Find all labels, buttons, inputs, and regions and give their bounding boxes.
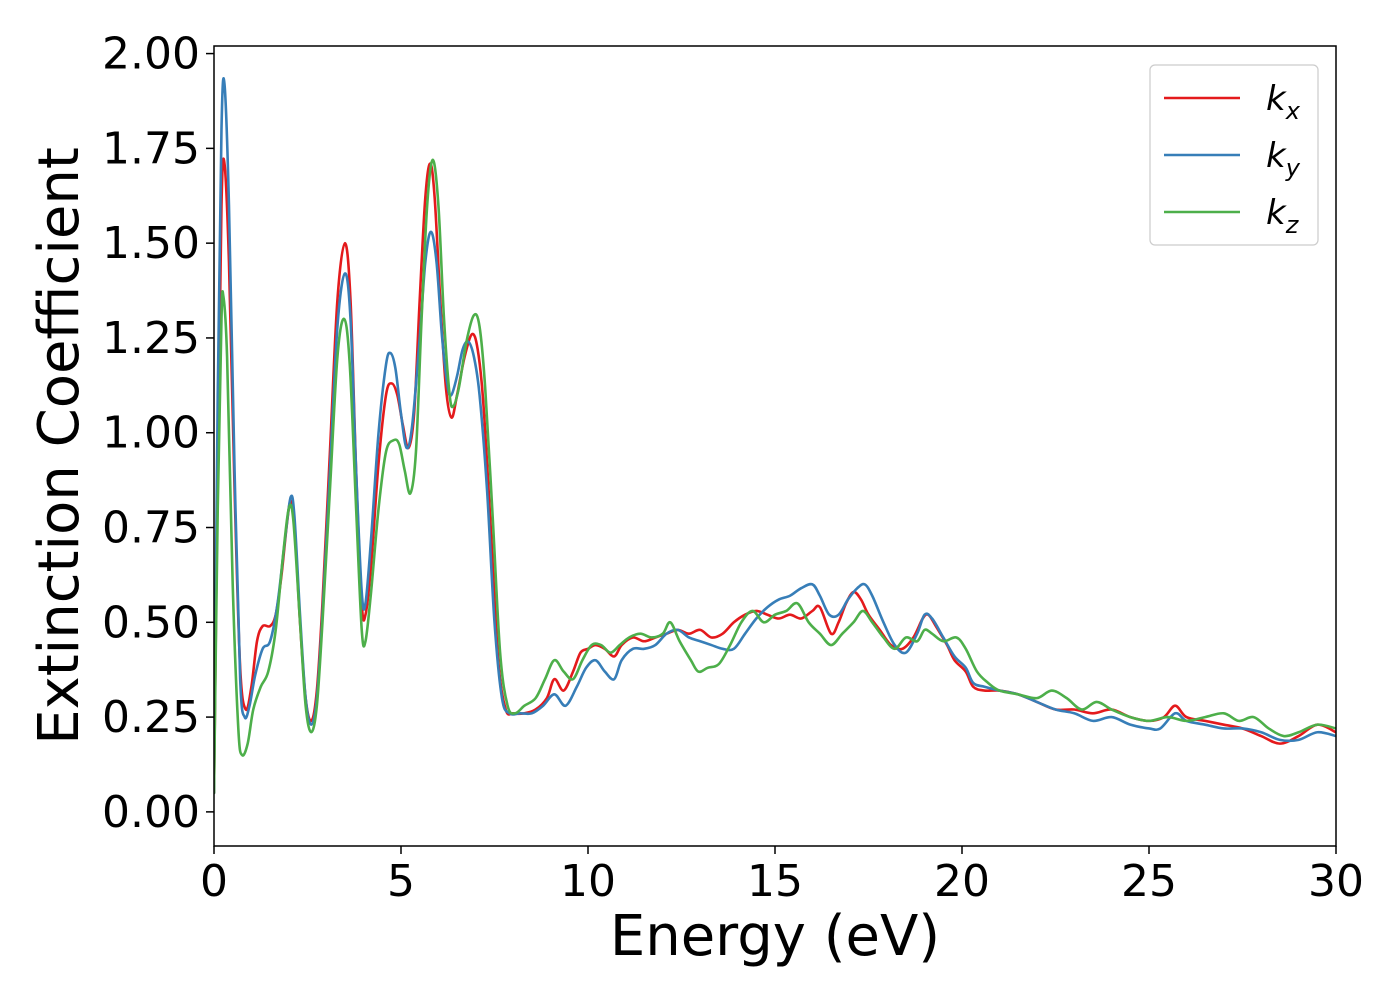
y-tick-label: 0.50 [102, 597, 200, 648]
y-tick-label: 1.75 [102, 123, 200, 174]
x-tick-label: 5 [387, 856, 415, 907]
series-line-kz [214, 158, 1336, 795]
y-tick-label: 0.25 [102, 692, 200, 743]
legend: kx ky kz [1149, 64, 1319, 246]
x-tick-label: 25 [1121, 856, 1177, 907]
x-tick-label: 30 [1308, 856, 1364, 907]
y-tick-label: 2.00 [102, 29, 200, 80]
x-axis-ticks: 0 5 10 15 20 25 30 [200, 846, 1364, 907]
y-axis-ticks: 0.00 0.25 0.50 0.75 1.00 1.25 1.50 1.75 2.00 [102, 29, 214, 838]
y-axis-label: Extinction Coefficient [27, 147, 92, 745]
x-tick-label: 15 [747, 856, 803, 907]
x-tick-label: 20 [934, 856, 990, 907]
legend-label-kx: kx [1266, 79, 1301, 125]
legend-label-kz: kz [1266, 193, 1300, 239]
plot-lines [214, 77, 1336, 795]
x-axis-label: Energy (eV) [610, 904, 940, 969]
y-tick-label: 0.75 [102, 503, 200, 554]
y-tick-label: 1.00 [102, 408, 200, 459]
y-tick-label: 1.50 [102, 218, 200, 269]
x-tick-label: 10 [560, 856, 616, 907]
legend-label-ky: ky [1266, 136, 1301, 182]
y-tick-label: 0.00 [102, 787, 200, 838]
x-tick-label: 0 [200, 856, 228, 907]
y-tick-label: 1.25 [102, 313, 200, 364]
